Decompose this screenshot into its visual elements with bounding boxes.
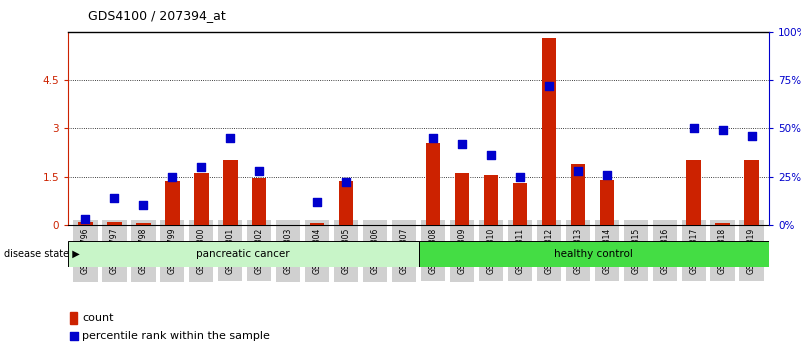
Bar (715, 223, 730, 225)
Point (571, 168, 584, 173)
Text: count: count (83, 313, 114, 323)
Point (745, 133, 758, 139)
Bar (68, 241, 418, 267)
Bar (339, 181, 353, 225)
Point (108, 195, 121, 201)
Text: healthy control: healthy control (554, 249, 633, 259)
Point (542, 83, 555, 89)
Point (687, 126, 700, 131)
Point (223, 135, 236, 141)
Text: percentile rank within the sample: percentile rank within the sample (83, 331, 270, 341)
Bar (570, 164, 585, 225)
Bar (107, 222, 122, 225)
Point (316, 252, 329, 258)
Bar (744, 160, 759, 225)
Point (485, 153, 497, 158)
Point (166, 174, 179, 179)
Bar (310, 223, 324, 225)
Point (427, 135, 440, 141)
Bar (78, 222, 93, 225)
Point (253, 168, 266, 173)
Point (137, 202, 150, 208)
Bar (252, 178, 267, 225)
Bar (513, 183, 527, 225)
Point (716, 127, 729, 133)
Bar (455, 173, 469, 225)
Text: GDS4100 / 207394_at: GDS4100 / 207394_at (88, 9, 226, 22)
Bar (194, 173, 208, 225)
Point (195, 164, 207, 170)
Bar (136, 223, 151, 225)
Text: disease state ▶: disease state ▶ (4, 249, 80, 259)
Point (79, 216, 92, 222)
Bar (165, 181, 179, 225)
Bar (418, 241, 769, 267)
Bar (70, 312, 78, 324)
Point (513, 174, 526, 179)
Text: pancreatic cancer: pancreatic cancer (196, 249, 290, 259)
Point (311, 199, 324, 205)
Point (456, 141, 469, 147)
Bar (686, 160, 701, 225)
Bar (541, 38, 556, 225)
Point (601, 172, 614, 177)
Bar (426, 143, 441, 225)
Bar (223, 160, 238, 225)
Point (340, 179, 352, 185)
Bar (484, 175, 498, 225)
Bar (599, 181, 614, 225)
